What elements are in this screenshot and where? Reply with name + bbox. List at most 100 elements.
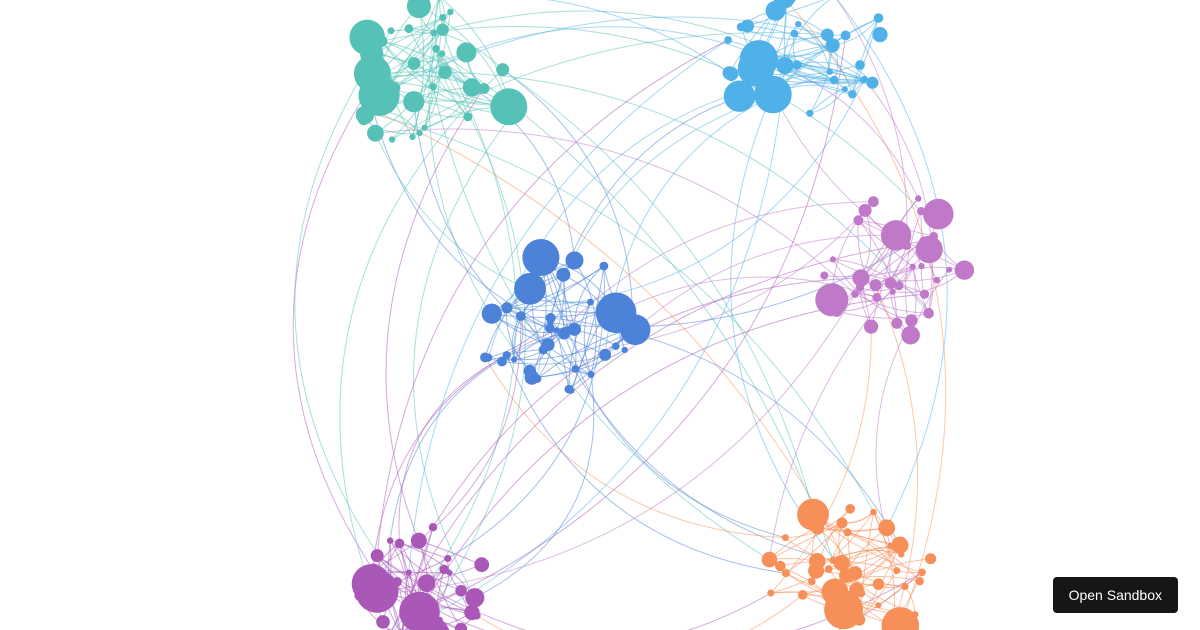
graph-node-orange[interactable] <box>767 589 775 597</box>
graph-node-teal[interactable] <box>478 83 490 94</box>
graph-node-blue[interactable] <box>538 345 548 355</box>
graph-node-blue[interactable] <box>587 298 594 306</box>
graph-node-sky[interactable] <box>736 22 746 32</box>
graph-node-blue[interactable] <box>595 292 637 334</box>
graph-node-teal[interactable] <box>416 129 423 137</box>
graph-node-purple[interactable] <box>474 557 490 573</box>
graph-node-purple[interactable] <box>422 619 450 630</box>
graph-node-teal[interactable] <box>407 57 421 70</box>
graph-node-sky[interactable] <box>773 0 795 9</box>
graph-node-orange[interactable] <box>901 582 909 591</box>
graph-node-sky[interactable] <box>755 53 767 65</box>
graph-node-orchid[interactable] <box>884 277 897 289</box>
graph-node-sky[interactable] <box>873 13 884 23</box>
graph-node-blue[interactable] <box>567 322 582 336</box>
graph-node-orange[interactable] <box>915 577 924 586</box>
graph-node-purple[interactable] <box>446 569 453 576</box>
graph-node-purple[interactable] <box>472 611 481 620</box>
graph-node-orchid[interactable] <box>954 260 975 280</box>
graph-node-blue[interactable] <box>612 342 620 351</box>
graph-node-sky[interactable] <box>790 29 799 38</box>
graph-node-teal[interactable] <box>360 42 384 66</box>
graph-node-blue[interactable] <box>603 306 611 315</box>
graph-node-teal[interactable] <box>436 23 449 36</box>
graph-node-blue[interactable] <box>545 323 555 333</box>
graph-node-teal[interactable] <box>370 75 380 84</box>
graph-node-purple[interactable] <box>454 622 468 630</box>
graph-node-orange[interactable] <box>891 536 909 554</box>
graph-node-sky[interactable] <box>826 68 833 75</box>
graph-node-blue[interactable] <box>629 323 637 332</box>
graph-node-sky[interactable] <box>841 86 848 93</box>
graph-node-teal[interactable] <box>496 63 510 77</box>
graph-node-orange[interactable] <box>781 569 790 578</box>
graph-node-orchid[interactable] <box>889 288 896 295</box>
graph-node-purple[interactable] <box>367 563 380 576</box>
graph-node-orange[interactable] <box>870 508 877 516</box>
graph-node-orchid[interactable] <box>901 325 920 345</box>
graph-node-blue[interactable] <box>564 326 571 333</box>
graph-node-orange[interactable] <box>918 568 926 577</box>
graph-node-blue[interactable] <box>523 364 536 378</box>
graph-node-sky[interactable] <box>771 53 778 60</box>
graph-node-blue[interactable] <box>602 351 611 360</box>
graph-node-blue[interactable] <box>564 384 574 394</box>
graph-node-sky[interactable] <box>840 30 851 41</box>
graph-node-orange[interactable] <box>824 565 833 573</box>
graph-node-purple[interactable] <box>399 600 416 617</box>
graph-node-orchid[interactable] <box>919 289 930 299</box>
graph-node-orchid[interactable] <box>868 196 879 208</box>
graph-node-purple[interactable] <box>444 554 452 563</box>
graph-node-purple[interactable] <box>424 600 436 612</box>
graph-node-orchid[interactable] <box>902 241 911 251</box>
graph-node-orange[interactable] <box>810 521 825 535</box>
graph-node-orange[interactable] <box>775 560 786 572</box>
graph-node-orchid[interactable] <box>918 262 925 270</box>
graph-node-sky[interactable] <box>872 26 888 43</box>
graph-node-sky[interactable] <box>739 84 747 92</box>
graph-node-purple[interactable] <box>436 616 443 624</box>
graph-node-purple[interactable] <box>386 537 394 544</box>
graph-node-blue[interactable] <box>501 302 513 314</box>
graph-node-purple[interactable] <box>410 532 427 549</box>
graph-node-orange[interactable] <box>845 504 855 514</box>
graph-node-blue[interactable] <box>545 313 556 323</box>
graph-node-blue[interactable] <box>481 303 502 324</box>
graph-node-sky[interactable] <box>830 75 839 85</box>
graph-node-orange[interactable] <box>856 588 866 598</box>
graph-node-teal[interactable] <box>388 136 396 143</box>
graph-node-teal[interactable] <box>404 24 414 34</box>
graph-node-orchid[interactable] <box>831 305 843 317</box>
graph-node-orange[interactable] <box>797 590 808 600</box>
graph-node-teal[interactable] <box>406 0 431 19</box>
graph-node-teal[interactable] <box>447 8 454 15</box>
graph-node-purple[interactable] <box>370 549 384 563</box>
graph-node-sky[interactable] <box>792 60 802 70</box>
graph-node-teal[interactable] <box>429 83 437 91</box>
graph-node-purple[interactable] <box>355 569 399 613</box>
graph-node-sky[interactable] <box>848 90 857 99</box>
graph-node-orchid[interactable] <box>869 279 882 292</box>
graph-node-sky[interactable] <box>795 21 802 28</box>
graph-node-orchid[interactable] <box>929 231 939 241</box>
graph-node-blue[interactable] <box>547 319 554 326</box>
graph-node-blue[interactable] <box>556 267 571 282</box>
graph-node-blue[interactable] <box>538 254 548 264</box>
graph-node-teal[interactable] <box>388 81 401 94</box>
graph-node-teal[interactable] <box>432 44 440 53</box>
graph-node-orchid[interactable] <box>894 281 904 291</box>
graph-node-blue[interactable] <box>571 365 580 373</box>
graph-node-orchid[interactable] <box>946 266 953 273</box>
graph-node-blue[interactable] <box>511 356 518 363</box>
graph-node-teal[interactable] <box>430 29 438 37</box>
graph-node-orange[interactable] <box>878 519 896 537</box>
graph-node-sky[interactable] <box>724 66 739 81</box>
graph-node-orchid[interactable] <box>852 269 870 287</box>
graph-node-sky[interactable] <box>825 38 840 53</box>
graph-node-sky[interactable] <box>776 57 794 75</box>
graph-node-orange[interactable] <box>872 578 885 590</box>
graph-node-teal[interactable] <box>456 42 477 63</box>
graph-node-purple[interactable] <box>417 574 436 592</box>
graph-node-orchid[interactable] <box>923 308 934 319</box>
